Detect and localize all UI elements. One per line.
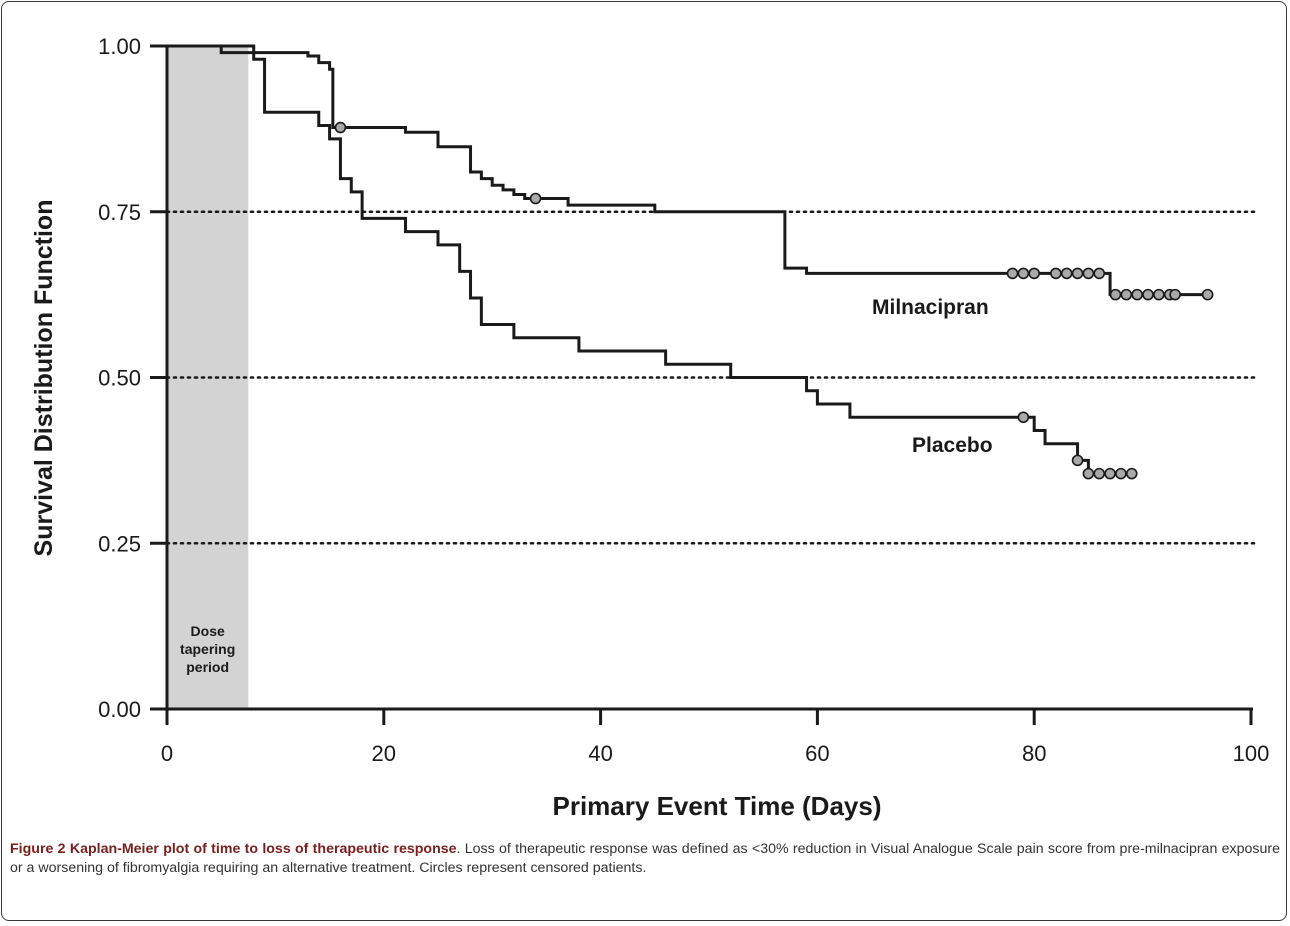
y-tick-label: 0.75 [98,200,141,225]
x-tick-label: 20 [372,741,396,766]
series-label-placebo: Placebo [912,434,993,457]
censor-marker-milnacipran [1028,267,1040,280]
censor-marker-milnacipran [1201,288,1214,301]
censor-marker-milnacipran [334,121,347,134]
y-axis-label: Survival Distribution Function [30,200,58,557]
series-line-placebo [167,44,1132,476]
censor-marker-milnacipran [1082,267,1095,280]
x-tick-label: 100 [1233,741,1270,766]
censor-marker-milnacipran [1093,267,1106,280]
censor-marker-milnacipran [1109,288,1122,301]
series-line-milnacipran [167,44,1208,297]
y-tick-label: 0.25 [98,531,141,556]
kaplan-meier-chart: Dose tapering period 0.00 0.25 0.50 0.75 1.00 0… [30,34,1270,821]
y-tick-label: 0.50 [98,366,141,391]
censor-marker-placebo [1104,467,1116,480]
x-tick-label: 80 [1022,741,1046,766]
censor-marker-milnacipran [1060,267,1073,280]
censor-marker-placebo [1017,411,1030,424]
series-label-milnacipran: Milnacipran [872,296,989,319]
caption-title: Figure 2 Kaplan-Meier plot of time to lo… [10,841,457,857]
dose-tapering-label: period [186,659,229,675]
caption-text: . Loss of therapeutic response was defin… [10,841,1280,876]
censor-marker-milnacipran [1120,288,1133,301]
dose-tapering-label: Dose [191,623,225,639]
censor-marker-placebo [1082,467,1095,480]
censor-marker-milnacipran [1169,288,1181,301]
censor-marker-milnacipran [1131,288,1143,301]
censor-marker-placebo [1071,454,1084,467]
x-tick-label: 0 [161,741,173,766]
censor-marker-milnacipran [1050,267,1062,280]
censor-marker-milnacipran [1153,288,1165,301]
x-tick-label: 60 [805,741,829,766]
censor-marker-milnacipran [1071,267,1084,280]
censor-marker-placebo [1115,467,1127,480]
x-tick-label: 40 [588,741,612,766]
censor-marker-milnacipran [1142,288,1154,301]
censor-marker-milnacipran [529,192,542,205]
censor-marker-milnacipran [1017,267,1030,280]
y-tick-label: 0.00 [98,697,141,722]
censor-marker-milnacipran [1006,267,1019,280]
y-tick-label: 1.00 [98,34,141,59]
dose-tapering-label: tapering [180,641,235,657]
figure-caption: Figure 2 Kaplan-Meier plot of time to lo… [10,840,1280,878]
x-axis-label: Primary Event Time (Days) [553,791,882,821]
censor-marker-placebo [1093,467,1106,480]
censor-marker-placebo [1125,467,1138,480]
